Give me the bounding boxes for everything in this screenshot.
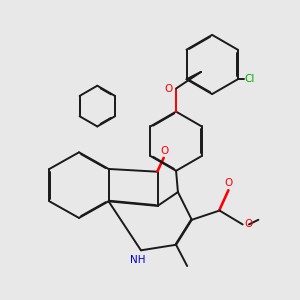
Text: O: O [160,146,168,156]
Text: NH: NH [130,254,146,265]
Text: Cl: Cl [245,74,255,84]
Text: O: O [164,83,172,94]
Text: O: O [225,178,233,188]
Text: O: O [244,219,253,230]
